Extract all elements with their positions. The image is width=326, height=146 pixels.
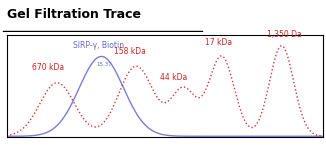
Text: 44 kDa: 44 kDa [160, 73, 188, 82]
Text: Gel Filtration Trace: Gel Filtration Trace [7, 8, 141, 21]
Text: 158 kDa: 158 kDa [114, 47, 146, 57]
Text: 670 kDa: 670 kDa [32, 63, 64, 72]
Text: 15.37: 15.37 [97, 62, 112, 67]
Text: 17 kDa: 17 kDa [205, 38, 232, 47]
Text: 1,350 Da: 1,350 Da [267, 30, 302, 39]
Text: SIRP-γ, Biotin: SIRP-γ, Biotin [73, 41, 124, 50]
